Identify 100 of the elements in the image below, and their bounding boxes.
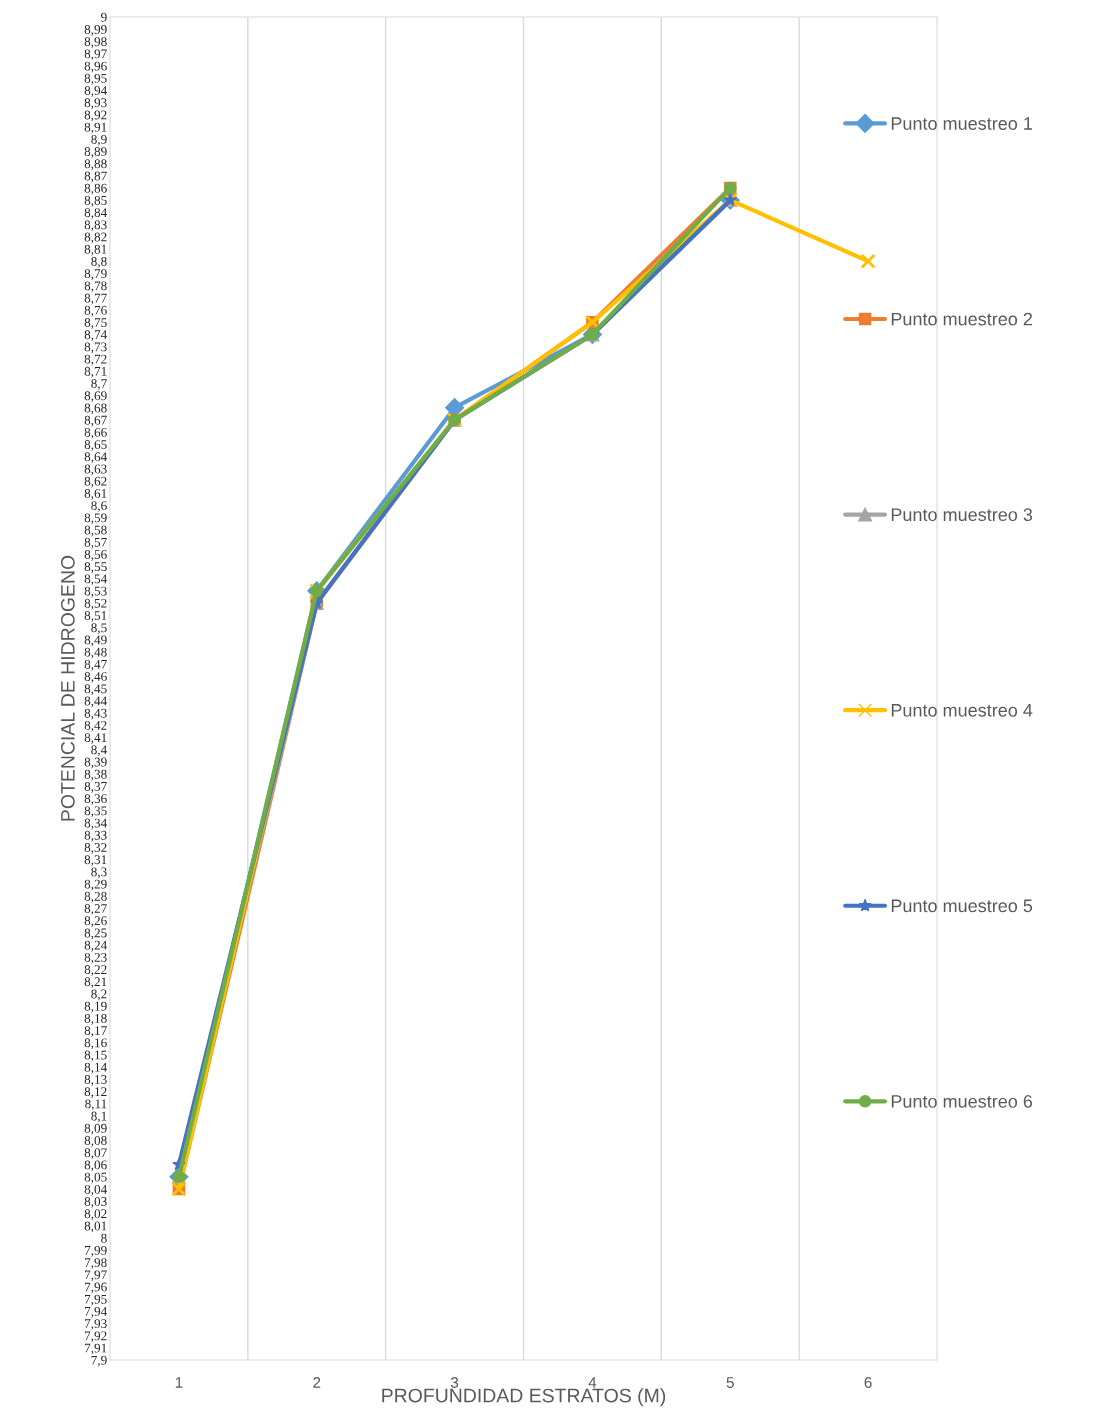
y-tick-label: 7,98 bbox=[85, 1258, 107, 1269]
y-tick-label: 8,18 bbox=[84, 1013, 107, 1025]
y-tick-label: 8,81 bbox=[84, 244, 107, 256]
y-tick-label: 8,42 bbox=[84, 720, 107, 732]
y-tick-label: 8,93 bbox=[84, 98, 107, 110]
y-tick-label: 8,7 bbox=[91, 379, 107, 390]
y-tick-label: 8,85 bbox=[84, 195, 107, 207]
x-tick-label: 2 bbox=[313, 1377, 321, 1388]
y-tick-label: 8,49 bbox=[84, 635, 107, 647]
y-tick-label: 8,97 bbox=[84, 49, 107, 61]
y-tick-label: 8,77 bbox=[84, 293, 107, 305]
y-tick-label: 8,1 bbox=[91, 1111, 107, 1123]
y-tick-label: 9 bbox=[101, 12, 107, 22]
y-tick-label: 7,93 bbox=[85, 1319, 107, 1330]
y-tick-label: 8,5 bbox=[91, 623, 107, 635]
y-tick-label: 8,23 bbox=[84, 952, 107, 964]
y-tick-label: 7,92 bbox=[85, 1331, 107, 1343]
legend-label: Punto muestreo 4 bbox=[891, 704, 1033, 717]
y-tick-label: 8,89 bbox=[84, 147, 107, 158]
y-tick-label: 8,66 bbox=[84, 427, 107, 439]
y-tick-label: 8,15 bbox=[84, 1050, 107, 1062]
y-tick-label: 8,9 bbox=[91, 134, 107, 146]
y-tick-label: 8,29 bbox=[84, 879, 107, 891]
x-tick-label: 6 bbox=[864, 1377, 872, 1388]
legend-label: Punto muestreo 1 bbox=[891, 117, 1032, 130]
y-tick-label: 8,37 bbox=[84, 781, 107, 793]
y-tick-label: 8,12 bbox=[84, 1087, 107, 1099]
y-tick-label: 8,35 bbox=[84, 806, 107, 818]
y-tick-label: 8,13 bbox=[84, 1074, 107, 1086]
y-tick-label: 8,03 bbox=[84, 1197, 107, 1208]
x-tick-label: 1 bbox=[175, 1377, 183, 1388]
y-tick-label: 8,62 bbox=[84, 476, 107, 488]
y-tick-label: 8,84 bbox=[84, 208, 108, 219]
y-tick-label: 8,19 bbox=[84, 1001, 107, 1013]
y-tick-label: 8,95 bbox=[84, 73, 107, 85]
y-tick-label: 8,01 bbox=[84, 1221, 107, 1233]
y-tick-label: 8,63 bbox=[84, 464, 107, 476]
y-tick-label: 8,83 bbox=[84, 220, 107, 232]
y-tick-label: 8,38 bbox=[84, 769, 107, 781]
y-axis-title: POTENCIAL DE HIDROGENO bbox=[60, 555, 75, 821]
y-tick-label: 8,4 bbox=[91, 745, 108, 757]
y-tick-label: 8,59 bbox=[84, 513, 107, 525]
y-tick-label: 8,05 bbox=[84, 1172, 107, 1184]
y-tick-label: 8,51 bbox=[84, 611, 107, 622]
y-tick-label: 8,6 bbox=[91, 501, 107, 512]
y-tick-label: 8,34 bbox=[84, 818, 108, 830]
y-tick-label: 8,76 bbox=[84, 305, 107, 317]
y-tick-label: 8,92 bbox=[84, 110, 107, 122]
y-tick-label: 8,02 bbox=[84, 1209, 107, 1221]
y-tick-label: 8,61 bbox=[84, 488, 107, 500]
y-tick-label: 8,36 bbox=[84, 794, 107, 805]
y-tick-label: 8,78 bbox=[84, 281, 107, 293]
y-tick-label: 8,74 bbox=[84, 330, 108, 342]
y-tick-label: 8,11 bbox=[85, 1099, 107, 1111]
legend-label: Punto muestreo 5 bbox=[891, 899, 1033, 913]
y-tick-label: 8,87 bbox=[84, 171, 107, 183]
y-tick-label: 8,53 bbox=[84, 586, 107, 598]
y-tick-label: 8,57 bbox=[84, 537, 107, 549]
y-tick-label: 8,09 bbox=[84, 1123, 107, 1135]
x-tick-label: 5 bbox=[726, 1377, 734, 1388]
y-tick-label: 8,06 bbox=[84, 1160, 107, 1172]
y-tick-label: 8,41 bbox=[84, 733, 107, 744]
y-tick-label: 8,91 bbox=[84, 122, 107, 134]
y-tick-label: 8,28 bbox=[84, 891, 107, 903]
y-tick-label: 7,95 bbox=[85, 1294, 107, 1306]
y-tick-label: 8,3 bbox=[91, 867, 107, 879]
y-tick-label: 8,8 bbox=[91, 256, 107, 268]
y-tick-label: 8,32 bbox=[84, 843, 107, 854]
y-tick-label: 8,07 bbox=[84, 1148, 107, 1160]
y-tick-label: 8,43 bbox=[84, 708, 107, 720]
x-tick-label: 4 bbox=[588, 1377, 597, 1388]
y-tick-label: 8,58 bbox=[84, 525, 107, 537]
y-tick-label: 8,56 bbox=[84, 550, 107, 561]
x-axis-title: PROFUNDIDAD ESTRATOS (M) bbox=[382, 1388, 666, 1407]
y-tick-label: 8,14 bbox=[84, 1062, 108, 1074]
y-tick-label: 8,82 bbox=[84, 232, 107, 244]
y-tick-label: 7,99 bbox=[85, 1245, 107, 1257]
y-tick-label: 8,31 bbox=[84, 855, 107, 867]
y-tick-label: 8,24 bbox=[84, 940, 108, 952]
y-tick-label: 8,72 bbox=[84, 354, 107, 366]
y-tick-label: 8,71 bbox=[84, 366, 107, 378]
y-tick-label: 8,69 bbox=[84, 391, 107, 403]
y-tick-label: 8,26 bbox=[84, 916, 107, 928]
y-tick-label: 8,65 bbox=[84, 440, 107, 451]
legend-label: Punto muestreo 3 bbox=[891, 508, 1033, 522]
y-tick-label: 7,91 bbox=[85, 1343, 107, 1355]
y-tick-label: 8,27 bbox=[84, 904, 107, 915]
y-tick-label: 7,97 bbox=[85, 1270, 107, 1282]
y-tick-label: 8,79 bbox=[84, 269, 107, 280]
y-tick-label: 8,64 bbox=[84, 452, 108, 464]
y-tick-label: 7,94 bbox=[85, 1307, 108, 1318]
y-tick-label: 8,04 bbox=[84, 1184, 108, 1196]
y-tick-label: 8,16 bbox=[84, 1038, 107, 1050]
y-tick-label: 8,73 bbox=[84, 342, 107, 354]
y-tick-label: 8,68 bbox=[84, 403, 107, 415]
y-tick-label: 8,67 bbox=[84, 415, 107, 427]
y-tick-label: 8,98 bbox=[84, 37, 107, 49]
legend-label: Punto muestreo 2 bbox=[891, 312, 1032, 326]
legend-label: Punto muestreo 6 bbox=[891, 1095, 1033, 1108]
y-tick-label: 8,99 bbox=[84, 25, 107, 36]
